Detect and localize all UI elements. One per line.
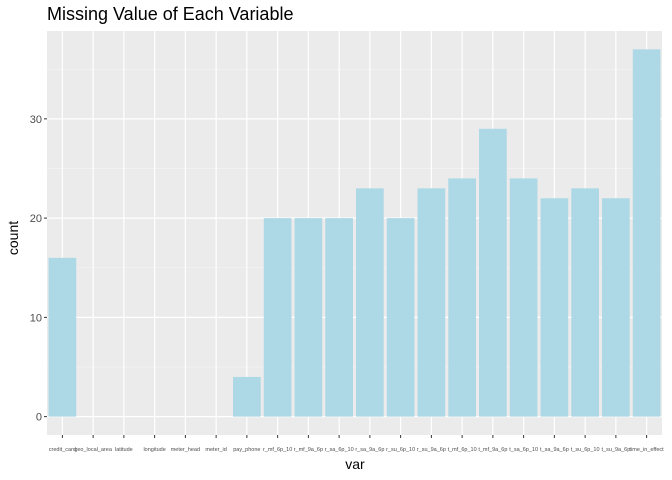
bar-t_mf_6p_10 [479,128,507,417]
y-tick-label: 30 [30,114,42,126]
x-tick-label: t_su_9a_6p [602,447,631,453]
bar-r_sa_9a_6p [325,218,353,417]
bar-t_su_6p_10 [602,198,630,417]
x-tick-label: pay_phone [233,447,260,453]
bar-pay_phone [233,376,261,417]
x-tick-label: longitude [143,447,165,453]
x-tick-label: r_sa_6p_10 [325,447,354,453]
y-axis: 0 10 20 30 [30,114,47,424]
panel-background [47,31,662,435]
x-tick-label: meter_head [171,447,200,453]
bar-t_mf_9a_6p [448,178,476,417]
x-tick-label: latitude [115,447,133,453]
x-axis-title: var [345,456,365,472]
x-tick-label: time_in_effect [630,447,665,453]
bar-credit_card [48,257,77,417]
x-tick-label: t_su_6p_10 [571,447,600,453]
y-axis-title: count [5,221,21,255]
bar-r_su_9a_6p [386,218,415,417]
x-tick-label: r_sa_9a_6p [355,447,384,453]
chart-title: Missing Value of Each Variable [47,4,293,24]
x-tick-label: t_mf_6p_10 [448,447,477,453]
plot-panel [47,31,662,435]
bar-time_in_effect [632,49,661,417]
bars [48,49,661,417]
bar-t_su_9a_6p [571,188,599,417]
x-tick-label: r_su_9a_6p [417,447,446,453]
y-tick-label: 0 [36,412,42,424]
x-tick-label: t_sa_6p_10 [509,447,538,453]
x-tick-label: t_mf_9a_6p [478,447,507,453]
bar-t_sa_6p_10 [540,198,569,417]
bar-r_mf_6p_10 [294,218,323,417]
x-tick-label: r_mf_9a_6p [294,447,323,453]
bar-r_su_6p_10 [417,188,446,417]
x-tick-label: r_mf_6p_10 [263,447,292,453]
bar-r_mf_9a_6p [263,218,292,417]
y-tick-label: 10 [30,312,42,324]
y-tick-label: 20 [30,213,42,225]
x-tick-label: geo_local_area [74,447,113,453]
x-tick-label: credit_card [49,447,76,453]
x-tick-label: meter_id [205,447,226,453]
bar-r_sa_6p_10 [356,188,384,417]
x-tick-label: t_sa_9a_6p [540,447,569,453]
x-tick-label: r_su_6p_10 [386,447,415,453]
bar-t_sa_9a_6p [509,178,538,417]
